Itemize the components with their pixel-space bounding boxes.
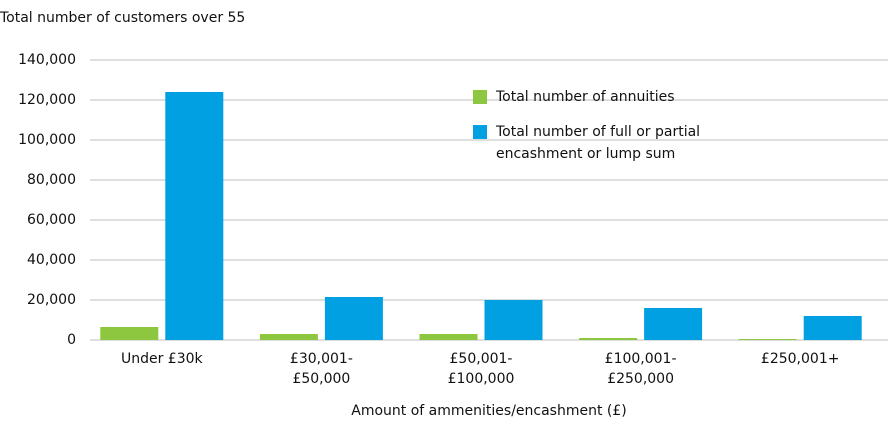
x-tick-label: £250,001+ [761, 351, 840, 367]
bar [100, 327, 159, 340]
y-tick-label: 20,000 [27, 292, 76, 308]
y-tick-label: 0 [67, 332, 76, 348]
x-tick-label: £50,001-£100,000 [448, 351, 515, 387]
y-tick-label: 120,000 [18, 92, 76, 108]
y-tick-label: 140,000 [18, 52, 76, 68]
bar [803, 316, 862, 340]
bar [738, 339, 797, 340]
legend-label: Total number of full or partial encashmen… [495, 124, 700, 162]
x-axis-label: Amount of ammenities/encashment (£) [351, 403, 626, 419]
bar [484, 300, 543, 340]
bar [579, 338, 638, 340]
bar [259, 334, 318, 340]
bar [324, 297, 383, 340]
bar [644, 308, 703, 340]
bar [419, 334, 478, 340]
y-tick-label: 40,000 [27, 252, 76, 268]
legend-swatch [473, 90, 487, 104]
x-tick-label: £100,001-£250,000 [605, 351, 677, 387]
y-tick-label: 100,000 [18, 132, 76, 148]
legend-swatch [473, 125, 487, 139]
y-tick-label: 80,000 [27, 172, 76, 188]
x-tick-label: £30,001-£50,000 [290, 351, 353, 387]
x-tick-label: Under £30k [121, 351, 204, 367]
bar [165, 92, 224, 340]
chart-title: Total number of customers over 55 [0, 10, 245, 26]
legend-label: Total number of annuities [495, 89, 675, 105]
y-tick-label: 60,000 [27, 212, 76, 228]
